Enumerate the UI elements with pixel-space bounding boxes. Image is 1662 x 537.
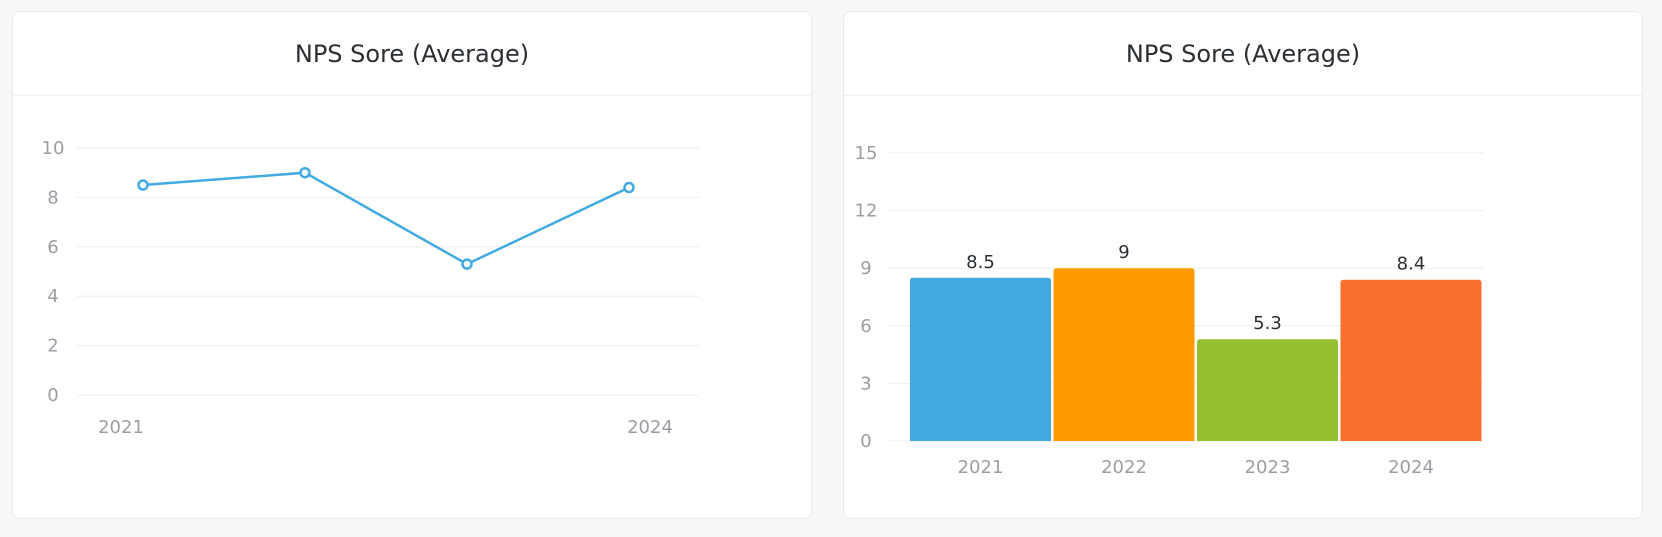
- x-tick-label: 2024: [1388, 457, 1434, 478]
- line-chart-card: NPS Sore (Average) 0 2 4 6 8 10 2021 2024: [12, 11, 812, 519]
- y-tick-label: 3: [860, 373, 871, 394]
- bar: [1340, 279, 1482, 441]
- y-tick-label: 8: [47, 187, 58, 208]
- y-tick-label: 6: [860, 316, 871, 337]
- line-chart-header: NPS Sore (Average): [13, 12, 811, 96]
- y-tick-label: 12: [855, 201, 878, 222]
- x-tick-label: 2023: [1245, 457, 1291, 478]
- data-point: [623, 181, 635, 194]
- bar: [1197, 339, 1338, 441]
- line-chart-title: NPS Sore (Average): [294, 39, 530, 68]
- y-tick-label: 2: [47, 336, 58, 357]
- x-tick-label: 2024: [627, 417, 673, 438]
- x-tick-label: 2021: [958, 457, 1004, 478]
- bar-chart: 0 3 6 9 12 15 8.5 2021 9 2022 5.3 2023 8.4 2024: [855, 143, 1484, 478]
- data-label: 8.5: [966, 252, 995, 273]
- bar: [910, 277, 1051, 441]
- y-tick-label: 4: [47, 286, 58, 307]
- y-tick-label: 15: [855, 143, 878, 164]
- y-tick-label: 0: [860, 431, 871, 452]
- x-tick-label: 2021: [98, 417, 144, 438]
- data-point: [461, 258, 473, 270]
- y-tick-label: 0: [47, 385, 58, 406]
- data-point: [137, 179, 149, 191]
- y-tick-label: 6: [47, 237, 58, 258]
- x-tick-label: 2022: [1101, 457, 1147, 478]
- data-point: [299, 166, 311, 179]
- bar-chart-header: NPS Sore (Average): [844, 12, 1642, 96]
- bar: [1053, 268, 1195, 441]
- line-chart: 0 2 4 6 8 10 2021 2024: [42, 138, 699, 438]
- bar-chart-title: NPS Sore (Average): [1125, 39, 1361, 68]
- data-label: 9: [1118, 242, 1129, 263]
- bar-chart-card: NPS Sore (Average) 0 3 6 9 12 15 8.5 2021 9 2022 5…: [843, 11, 1643, 519]
- data-label: 5.3: [1253, 313, 1282, 334]
- y-tick-label: 9: [860, 258, 871, 279]
- y-tick-label: 10: [42, 138, 65, 159]
- data-label: 8.4: [1397, 254, 1426, 275]
- series-line: [142, 171, 630, 266]
